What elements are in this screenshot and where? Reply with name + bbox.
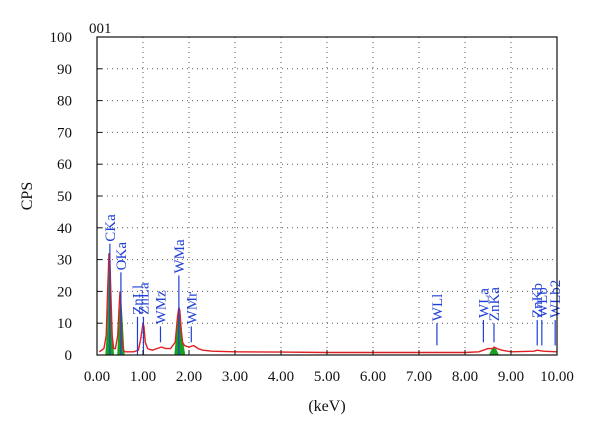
axis-ticks: 0.00 1.00 2.00 3.00 4.00 5.00 6.00 7.00 8.00 9.00…	[50, 30, 574, 385]
peak-label: WLb2	[548, 280, 564, 318]
y-tick-label: 70	[57, 125, 72, 141]
y-tick-label: 50	[57, 189, 72, 205]
x-tick-label: 3.00	[222, 369, 248, 385]
x-tick-label: 0.00	[84, 369, 110, 385]
x-tick-label: 10.00	[540, 369, 574, 385]
x-tick-label: 7.00	[406, 369, 432, 385]
peak-label: WLl	[430, 294, 446, 322]
y-tick-label: 60	[57, 157, 72, 173]
peak-label: ZnLa	[136, 282, 152, 315]
peak-fill	[488, 347, 499, 355]
y-axis-title: CPS	[19, 182, 36, 210]
peak-label: WLb	[535, 287, 551, 318]
x-tick-label: 6.00	[360, 369, 386, 385]
chart-title: 001	[89, 21, 112, 37]
peak-label: ZnKa	[487, 287, 503, 321]
x-tick-label: 1.00	[130, 369, 156, 385]
y-tick-label: 10	[57, 316, 72, 332]
peak-label: OKa	[114, 242, 130, 271]
x-axis-title: (keV)	[308, 398, 345, 415]
peak-label: WMz	[153, 290, 169, 324]
x-tick-label: 5.00	[314, 369, 340, 385]
peak-label: WMr	[184, 292, 200, 325]
grid-lines	[97, 37, 557, 355]
y-tick-label: 80	[57, 94, 72, 110]
peak-label: ZnKb	[530, 283, 546, 318]
y-tick-label: 30	[57, 253, 72, 269]
y-tick-label: 100	[50, 30, 73, 46]
peak-label: ZnLl	[130, 285, 146, 315]
spectrum-layer	[98, 253, 558, 354]
y-tick-label: 90	[57, 62, 72, 78]
peak-label: WMa	[172, 239, 188, 273]
spectrum-line	[98, 253, 558, 354]
x-tick-label: 9.00	[498, 369, 524, 385]
peak-label: WLa	[476, 288, 492, 318]
y-tick-label: 40	[57, 221, 72, 237]
y-tick-label: 20	[57, 284, 72, 300]
x-tick-label: 2.00	[176, 369, 202, 385]
x-tick-label: 4.00	[268, 369, 294, 385]
peak-label: CKa	[103, 214, 119, 242]
x-tick-label: 8.00	[452, 369, 478, 385]
y-tick-label: 0	[65, 348, 73, 364]
